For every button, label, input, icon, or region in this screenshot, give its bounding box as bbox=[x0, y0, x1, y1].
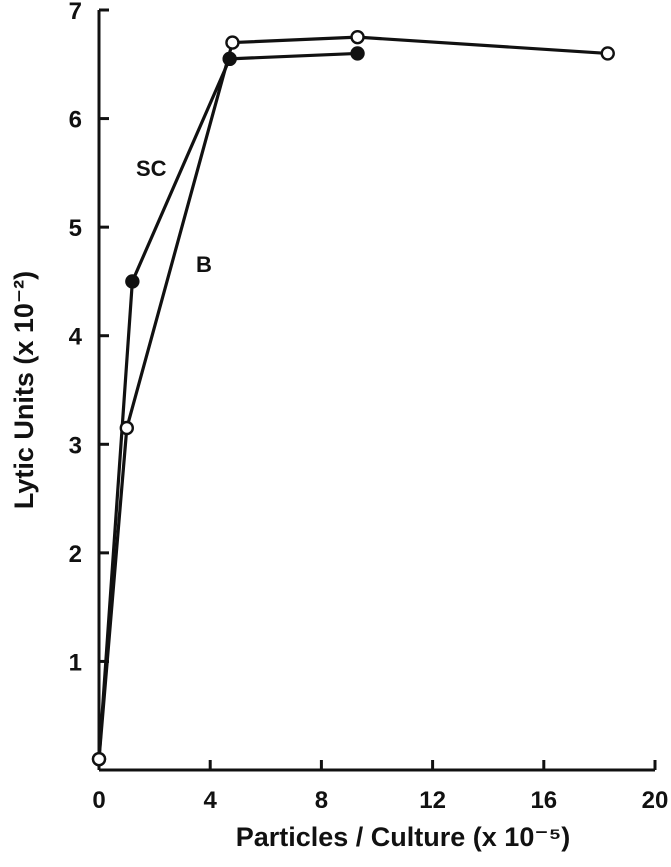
x-tick-label-16: 16 bbox=[530, 787, 557, 814]
y-tick-label-1: 1 bbox=[69, 649, 82, 676]
series-line-b bbox=[97, 35, 608, 760]
y-tick-label-5: 5 bbox=[69, 215, 82, 242]
y-tick-label-2: 2 bbox=[69, 541, 82, 568]
y-tick-label-4: 4 bbox=[69, 324, 83, 351]
data-point-sc-3 bbox=[350, 46, 365, 61]
data-point-sc-2 bbox=[222, 51, 237, 67]
series-label-b: B bbox=[196, 252, 212, 277]
data-point-b-0 bbox=[91, 751, 107, 767]
data-point-b-2 bbox=[225, 35, 240, 50]
x-tick-label-8: 8 bbox=[315, 787, 328, 814]
axes bbox=[97, 10, 655, 772]
data-point-b-3 bbox=[350, 29, 365, 45]
data-point-b-4 bbox=[600, 46, 615, 61]
x-axis-title: Particles / Culture (x 10⁻⁵) bbox=[236, 822, 571, 852]
x-tick-label-0: 0 bbox=[92, 787, 105, 814]
series-line-sc bbox=[97, 51, 358, 760]
data-point-sc-1 bbox=[125, 274, 140, 289]
series-label-sc: SC bbox=[136, 156, 167, 181]
y-tick-label-7: 7 bbox=[69, 0, 82, 25]
series-group bbox=[91, 29, 615, 767]
x-tick-label-12: 12 bbox=[419, 787, 446, 814]
x-tick-label-20: 20 bbox=[642, 787, 669, 814]
y-tick-label-6: 6 bbox=[69, 107, 82, 134]
y-tick-label-3: 3 bbox=[69, 432, 82, 459]
x-tick-label-4: 4 bbox=[204, 787, 218, 814]
data-point-b-1 bbox=[119, 420, 135, 436]
y-axis-title: Lytic Units (x 10⁻²) bbox=[9, 271, 39, 509]
